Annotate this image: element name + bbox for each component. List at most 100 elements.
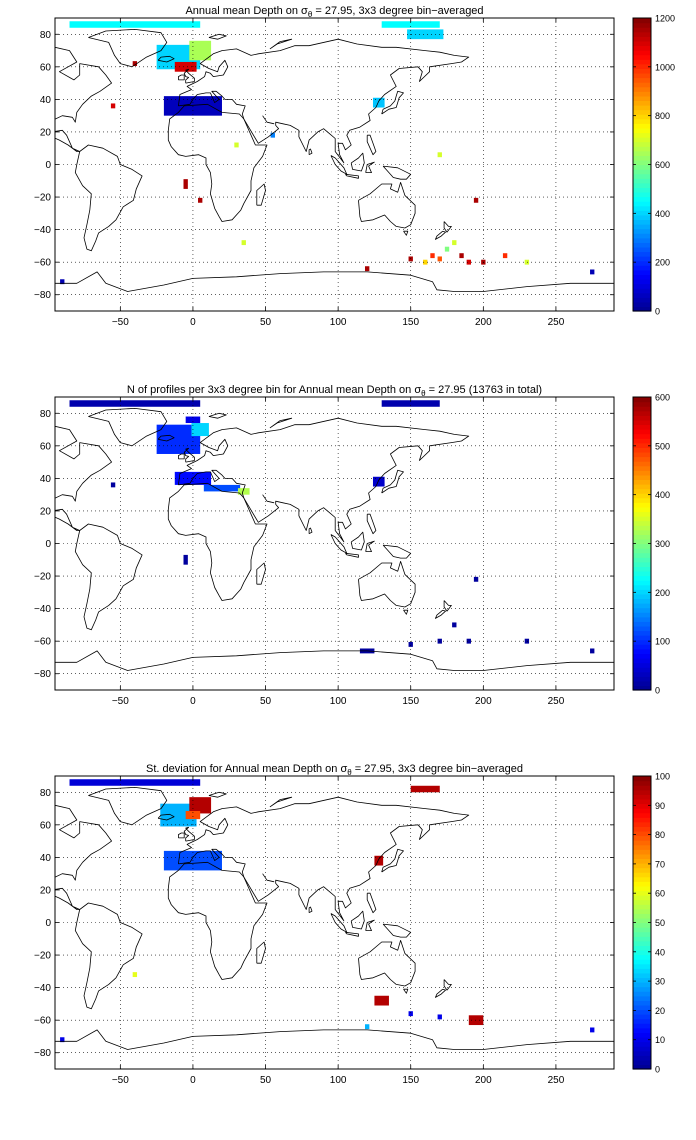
coastline <box>358 182 416 229</box>
data-cell <box>185 416 201 424</box>
x-tick-label: −50 <box>112 1075 129 1086</box>
y-tick-label: 40 <box>40 853 52 864</box>
colorbar-segment <box>633 91 651 97</box>
colorbar-segment <box>633 972 651 979</box>
colorbar-segment <box>633 401 651 407</box>
coastline <box>366 134 377 156</box>
colorbar-segment <box>633 991 651 997</box>
colorbar-segment <box>633 155 651 161</box>
x-tick-label: 250 <box>548 317 565 328</box>
coastline <box>88 787 168 826</box>
colorbar-segment <box>633 607 651 613</box>
coastline <box>435 609 446 619</box>
y-tick-label: 0 <box>45 160 51 171</box>
coastline <box>435 988 446 998</box>
coastline <box>262 494 275 504</box>
colorbar-segment <box>633 927 651 933</box>
colorbar-segment <box>633 22 651 28</box>
x-tick-label: 100 <box>330 317 347 328</box>
coastlines <box>55 29 614 292</box>
data-cell <box>203 484 241 492</box>
coastline <box>381 90 404 115</box>
colorbar-segment <box>633 899 651 905</box>
colorbar-segment <box>633 516 651 522</box>
colorbar-segment <box>633 872 651 878</box>
x-tick-label: 100 <box>330 1075 347 1086</box>
colorbar-segment <box>633 479 651 485</box>
chart-panel-1: Annual mean Depth on σθ = 27.95, 3x3 deg… <box>34 5 675 328</box>
coastline <box>55 804 112 910</box>
colorbar-tick-label: 0 <box>655 686 660 696</box>
title-text-start: Annual mean Depth on <box>185 5 301 17</box>
y-tick-label: −80 <box>34 669 51 680</box>
colorbar-segment <box>633 127 651 134</box>
data-cell <box>60 1037 65 1043</box>
y-tick-label: 80 <box>40 30 52 41</box>
coastline <box>443 979 452 991</box>
data-cell <box>466 638 471 644</box>
data-cell <box>372 476 385 487</box>
data-cells <box>69 400 595 654</box>
title-text-end: = 27.95 (13763 in total) <box>426 384 543 396</box>
colorbar-segment <box>633 776 651 782</box>
colorbar-segment <box>633 210 651 216</box>
x-tick-label: 0 <box>190 1075 196 1086</box>
coastline <box>358 940 416 987</box>
colorbar-segment <box>633 584 651 590</box>
colorbar-segment <box>633 908 651 914</box>
colorbar-tick-label: 20 <box>655 1006 665 1016</box>
coastline <box>157 434 175 442</box>
title-subscript: θ <box>308 10 313 19</box>
colorbar-tick-label: 70 <box>655 859 665 869</box>
colorbar-segment <box>633 1027 651 1033</box>
coastlines <box>55 408 614 671</box>
colorbar-segment <box>633 858 651 864</box>
colorbar-segment <box>633 1000 651 1006</box>
data-cell <box>69 400 201 407</box>
data-cell <box>191 423 209 437</box>
colorbar-segment <box>633 635 651 641</box>
colorbar-segment <box>633 269 651 275</box>
colorbar-tick-label: 100 <box>655 772 670 782</box>
x-tick-label: 200 <box>475 696 492 707</box>
colorbar-segment <box>633 438 651 444</box>
coastline <box>256 941 266 964</box>
coastline <box>262 115 275 125</box>
colorbar-segment <box>633 789 651 795</box>
data-cell <box>174 61 197 72</box>
colorbar-segment <box>633 598 651 604</box>
coastline <box>350 531 365 551</box>
coastline <box>350 152 365 172</box>
data-cell <box>524 638 530 644</box>
coastline <box>350 910 365 930</box>
colorbar-segment <box>633 543 651 549</box>
coastline <box>382 923 412 938</box>
coastline <box>330 534 348 554</box>
coastline <box>55 271 614 292</box>
colorbar-segment <box>633 50 651 56</box>
colorbar-segment <box>633 821 651 827</box>
colorbar-tick-label: 30 <box>655 977 665 987</box>
colorbar-tick-label: 0 <box>655 307 660 317</box>
x-tick-label: 150 <box>402 696 419 707</box>
colorbar-segment <box>633 680 651 687</box>
colorbar: 0 200 400 600 800 1000 1200 <box>632 14 675 317</box>
colorbar-segment <box>633 959 651 965</box>
y-tick-label: −20 <box>34 193 51 204</box>
colorbar-segment <box>633 885 651 892</box>
colorbar-segment <box>633 1055 651 1061</box>
colorbar-segment <box>633 662 651 668</box>
coastline <box>178 74 185 81</box>
colorbar-segment <box>633 603 651 609</box>
colorbar-tick-label: 200 <box>655 588 670 598</box>
colorbar-segment <box>633 109 651 115</box>
gridlines <box>55 397 614 690</box>
coastline <box>183 68 195 84</box>
colorbar-segment <box>633 465 651 471</box>
coastline <box>330 155 348 175</box>
coastline <box>308 148 313 156</box>
data-cell <box>502 253 508 259</box>
coastline <box>208 33 227 40</box>
title-sigma: σ <box>301 5 308 17</box>
